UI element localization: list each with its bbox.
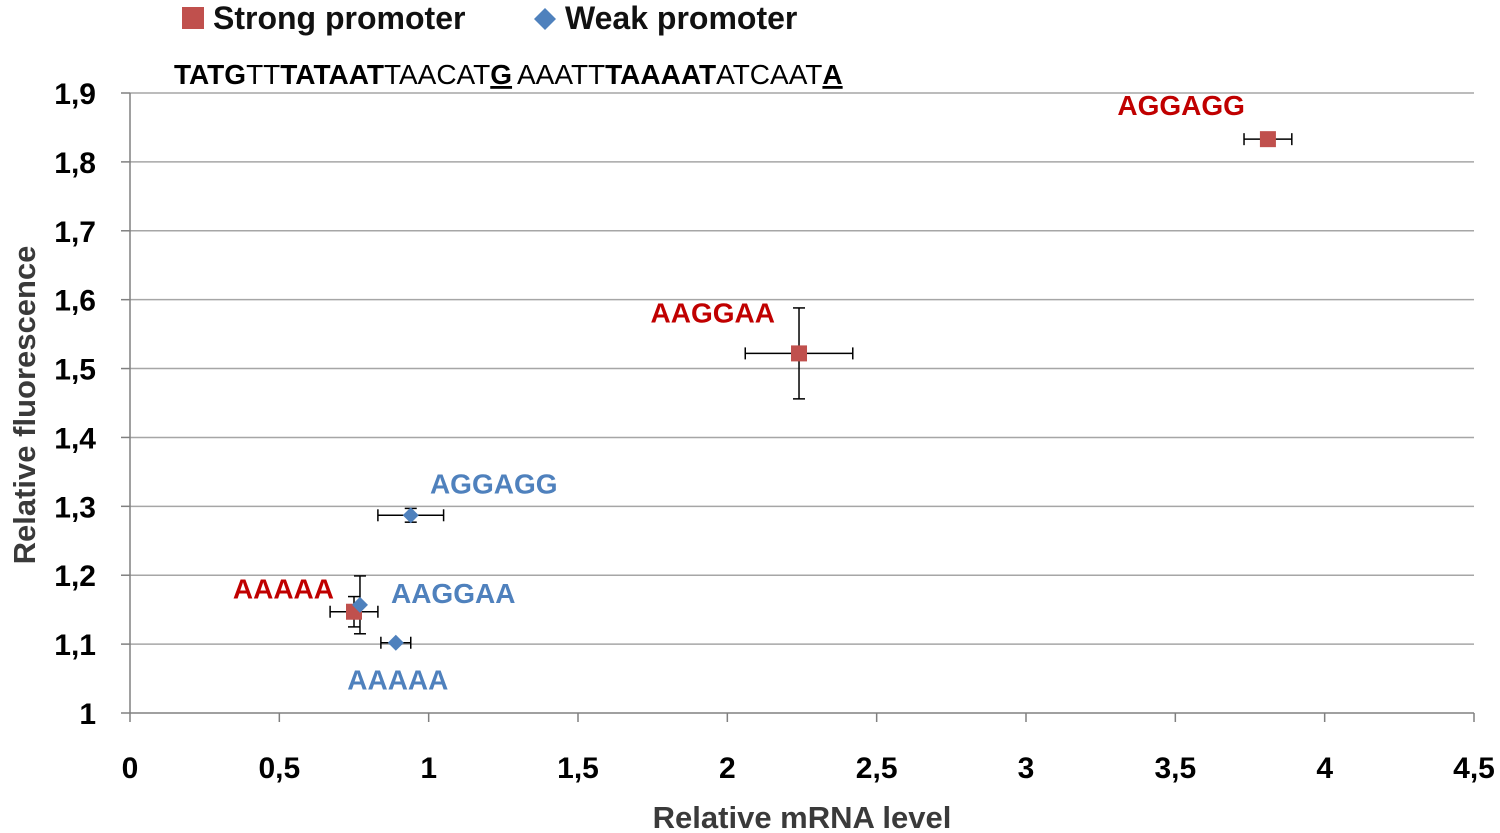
legend-strong-label: Strong promoter	[213, 0, 465, 36]
marker-weak-promoter	[351, 596, 368, 613]
marker-strong-promoter	[1259, 131, 1276, 148]
y-tick-labels: 1 1,1 1,2 1,3 1,4 1,5 1,6 1,7 1,8 1,9	[54, 78, 96, 731]
sequence-segment: TT	[246, 59, 280, 90]
legend-strong-marker	[182, 7, 204, 29]
x-tick-labels: 0 0,5 1 1,5 2 2,5 3 3,5 4 4,5	[122, 752, 1495, 785]
point-labels: AAAAA AAGGAA AGGAGG AAAAA AAGGAA AGGAGG	[233, 90, 1245, 696]
point-label: AAGGAA	[391, 578, 515, 609]
y-tick-label: 1,2	[54, 560, 96, 593]
y-axis-title: Relative fluorescence	[7, 246, 42, 565]
y-tick-label: 1,6	[54, 285, 96, 318]
marker-weak-promoter	[402, 507, 419, 524]
point-label: AAAAA	[233, 574, 334, 605]
legend-weak-label: Weak promoter	[565, 0, 797, 36]
legend: Strong promoter Weak promoter	[182, 0, 797, 36]
y-tick-label: 1,8	[54, 147, 96, 180]
x-tick-label: 2,5	[856, 752, 898, 785]
x-tick-label: 2	[719, 752, 736, 785]
point-label: AAGGAA	[651, 297, 775, 328]
sequence-segment: TAACAT	[384, 59, 490, 90]
sequence-segment: A	[822, 59, 842, 90]
strong-promoter-sequence: TATGTTTATAATTAACATG	[174, 59, 512, 90]
sequence-segment: TATAAT	[280, 59, 384, 90]
sequence-segment: AAATT	[517, 59, 605, 90]
x-tick-label: 1	[420, 752, 437, 785]
legend-weak-marker	[534, 8, 556, 30]
y-tick-label: 1,1	[54, 629, 96, 662]
y-tick-label: 1	[79, 698, 96, 731]
point-label: AGGAGG	[430, 468, 558, 499]
sequence-segment: G	[490, 59, 512, 90]
x-tick-label: 1,5	[557, 752, 599, 785]
x-tick-label: 3	[1018, 752, 1035, 785]
y-tick-label: 1,5	[54, 354, 96, 387]
sequence-segment: ATCAAT	[716, 59, 822, 90]
x-tick-label: 0,5	[258, 752, 300, 785]
y-tick-label: 1,4	[54, 422, 96, 455]
point-label: AAAAA	[347, 665, 448, 696]
axes	[121, 92, 1475, 722]
y-tick-label: 1,7	[54, 216, 96, 249]
x-tick-label: 0	[122, 752, 139, 785]
x-tick-label: 4	[1316, 752, 1333, 785]
grid-lines	[130, 92, 1474, 645]
error-bars	[329, 133, 1293, 649]
y-tick-label: 1,3	[54, 491, 96, 524]
x-tick-label: 3,5	[1154, 752, 1196, 785]
marker-strong-promoter	[791, 345, 808, 362]
sequence-segment: TAAAAT	[605, 59, 716, 90]
point-label: AGGAGG	[1117, 90, 1245, 121]
y-tick-label: 1,9	[54, 78, 96, 111]
x-tick-label: 4,5	[1453, 752, 1495, 785]
x-axis-title: Relative mRNA level	[653, 800, 952, 833]
sequence-segment: TATG	[174, 59, 246, 90]
data-markers	[346, 131, 1276, 651]
weak-promoter-sequence: AAATTTAAAATATCAATA	[517, 59, 843, 90]
marker-weak-promoter	[387, 634, 404, 651]
